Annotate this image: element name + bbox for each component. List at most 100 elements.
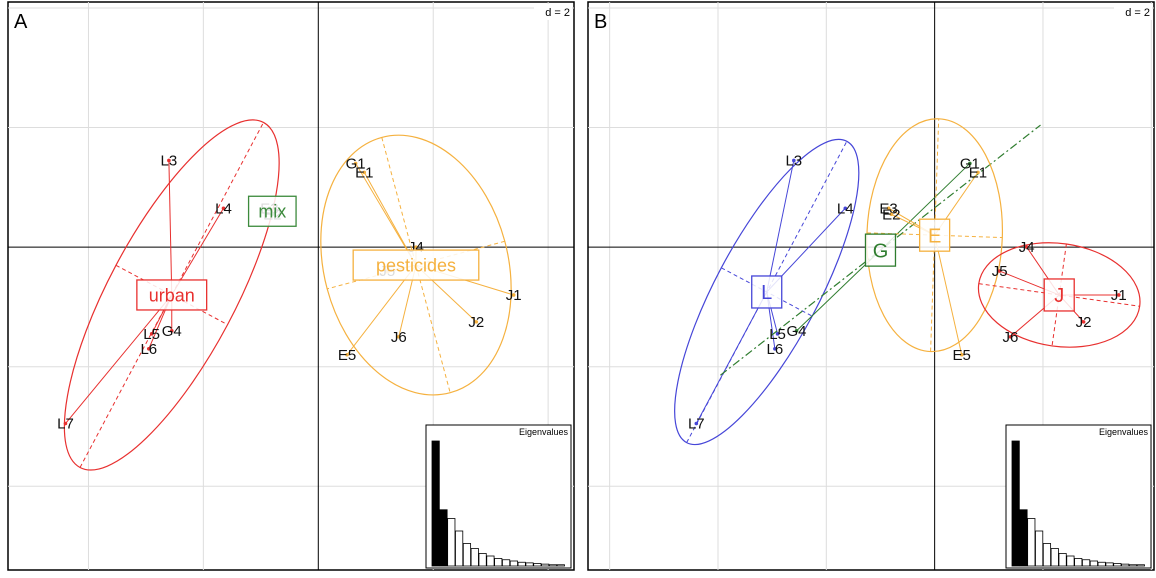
point-G4 xyxy=(169,329,174,333)
point-label-L7: L7 xyxy=(57,416,74,433)
eigenvalue-bar xyxy=(1050,548,1059,567)
ellipse-major-axis xyxy=(381,137,451,393)
scale-label: d = 2 xyxy=(1125,7,1150,19)
star-segment-L3 xyxy=(766,160,795,293)
point-label-G1: G1 xyxy=(960,155,980,172)
point-label-E5: E5 xyxy=(338,347,356,364)
eigenvalue-bar xyxy=(1058,553,1067,567)
point-E5 xyxy=(959,352,964,357)
panel-label: B xyxy=(594,11,607,33)
eigenvalue-bar xyxy=(548,564,558,567)
group-label-pesticides: pesticides xyxy=(376,256,456,276)
point-J2 xyxy=(474,320,479,324)
star-segment-L7 xyxy=(695,291,768,424)
point-label-E5: E5 xyxy=(953,347,971,364)
point-label-L5: L5 xyxy=(769,326,786,343)
point-J4 xyxy=(1024,245,1029,249)
point-label-G4: G4 xyxy=(162,323,182,340)
group-label-box-L xyxy=(751,275,783,309)
point-E5 xyxy=(345,352,349,357)
star-segment-L7 xyxy=(65,294,173,424)
point-label-J1: J1 xyxy=(1111,287,1127,304)
eigenvalue-bar xyxy=(541,563,550,567)
point-E2 xyxy=(889,212,894,217)
eigenvalue-bar xyxy=(1136,564,1145,567)
point-L7 xyxy=(63,421,68,426)
point-label-L6: L6 xyxy=(767,341,784,358)
point-G4 xyxy=(794,329,799,333)
eigenvalue-bar xyxy=(462,543,472,567)
eigenvalue-bar xyxy=(478,553,487,567)
eigenvalue-bar xyxy=(1089,560,1098,567)
eigenvalue-bar xyxy=(533,563,542,567)
point-label-J2: J2 xyxy=(468,314,484,331)
group-label-mix: mix xyxy=(258,202,286,222)
eigenvalue-bar xyxy=(1011,440,1020,567)
point-label-J5: J5 xyxy=(992,263,1008,280)
ellipse-major-axis xyxy=(930,118,940,352)
eigenvalue-bar xyxy=(1066,555,1075,567)
point-L5 xyxy=(775,332,780,336)
eigenvalue-bar xyxy=(1121,563,1130,567)
point-E3 xyxy=(886,206,891,211)
group-label-G: G xyxy=(873,240,889,262)
star-segment-L3 xyxy=(168,160,173,295)
point-L4 xyxy=(843,206,848,211)
point-label-G4: G4 xyxy=(787,323,807,340)
point-E1 xyxy=(976,170,980,175)
panel-a: Ad = 2L3L4L5G4L6L7E3E2G1E1J4J5J1J2J6E5ur… xyxy=(0,0,576,573)
point-J1 xyxy=(1116,293,1121,297)
eigenvalue-bar xyxy=(517,561,526,567)
star-segment-G1 xyxy=(355,163,417,266)
point-label-L5: L5 xyxy=(143,326,160,343)
point-G1 xyxy=(353,161,358,166)
point-label-L7: L7 xyxy=(688,416,705,433)
eigenvalue-bar xyxy=(447,518,456,567)
ellipse-major-axis xyxy=(79,122,264,468)
group-label-box-E xyxy=(918,218,951,252)
point-label-J6: J6 xyxy=(1003,329,1019,346)
point-E1 xyxy=(362,170,367,175)
group-label-J: J xyxy=(1054,285,1064,307)
point-label-J2: J2 xyxy=(1076,314,1092,331)
eigenvalue-bar xyxy=(509,560,518,567)
point-L6 xyxy=(773,346,777,351)
point-label-E3: E3 xyxy=(879,200,897,217)
eigenvalue-bar xyxy=(486,555,495,567)
point-L5 xyxy=(149,332,154,336)
point-label-G1: G1 xyxy=(346,155,366,172)
point-L3 xyxy=(167,158,171,163)
eigenvalue-bar xyxy=(556,564,565,567)
point-label-L4: L4 xyxy=(837,200,854,217)
point-label-J4: J4 xyxy=(1019,239,1035,256)
eigenvalue-bar xyxy=(439,509,448,567)
group-label-box-pesticides xyxy=(352,249,480,281)
point-L3 xyxy=(792,158,796,163)
point-J2 xyxy=(1081,320,1086,324)
eigenvalue-bar xyxy=(1035,530,1044,567)
group-label-E: E xyxy=(928,225,941,247)
point-label-E2: E2 xyxy=(882,206,900,223)
eigenvalues-title: Eigenvalues xyxy=(1099,427,1149,437)
group-label-L: L xyxy=(761,282,772,304)
point-label-L6: L6 xyxy=(140,341,157,358)
group-label-urban: urban xyxy=(149,285,195,305)
point-L6 xyxy=(146,346,151,351)
point-label-J6: J6 xyxy=(391,329,407,346)
eigenvalue-bar xyxy=(1027,518,1036,567)
ordination-plot-a: Ad = 2L3L4L5G4L6L7E3E2G1E1J4J5J1J2J6E5ur… xyxy=(7,1,575,571)
eigenvalue-bar xyxy=(455,530,464,567)
point-J6 xyxy=(396,335,401,339)
panel-label: A xyxy=(14,11,28,33)
point-J1 xyxy=(511,293,516,297)
eigenvalue-bar xyxy=(1082,559,1091,567)
eigenvalue-bar xyxy=(1128,564,1138,567)
group-label-box-J xyxy=(1043,278,1075,312)
eigenvalue-bar xyxy=(1042,543,1052,567)
eigenvalue-bar xyxy=(470,548,479,567)
eigenvalues-title: Eigenvalues xyxy=(519,427,569,437)
scale-label-bg xyxy=(534,4,572,20)
point-label-L3: L3 xyxy=(785,152,802,169)
group-label-box-mix xyxy=(247,195,297,227)
